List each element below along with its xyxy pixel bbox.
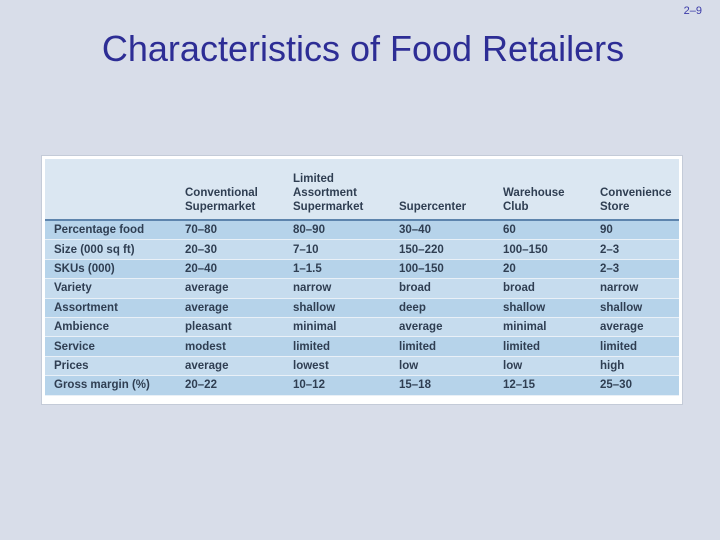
- table-cell: high: [600, 356, 679, 377]
- table-row: Ambience pleasant minimal average minimal ave…: [45, 317, 679, 338]
- table-body: Percentage food 70–80 80–90 30–40 60 90 Size (…: [45, 220, 679, 396]
- row-label-cell: Percentage food: [45, 220, 185, 241]
- table-cell: 100–150: [399, 259, 503, 280]
- table-cell: 100–150: [503, 239, 600, 260]
- page-title: Characteristics of Food Retailers: [101, 28, 625, 69]
- column-header: Warehouse Club: [503, 159, 600, 221]
- table-cell: low: [399, 356, 503, 377]
- table-cell: deep: [399, 298, 503, 318]
- slide-number: 2–9: [683, 5, 702, 17]
- table-cell: limited: [293, 336, 399, 357]
- row-label-cell: SKUs (000): [45, 259, 185, 280]
- table-cell: 15–18: [399, 375, 503, 396]
- row-label-cell: Size (000 sq ft): [45, 239, 185, 260]
- table-cell: lowest: [293, 356, 399, 377]
- table-cell: shallow: [503, 298, 600, 318]
- table-cell: shallow: [600, 298, 679, 318]
- column-header: Convenience Store: [600, 159, 679, 221]
- table-cell: 12–15: [503, 375, 600, 396]
- table-row: Assortment average shallow deep shallow shall…: [45, 298, 679, 318]
- table-cell: 10–12: [293, 375, 399, 396]
- row-label-cell: Service: [45, 336, 185, 357]
- table-cell: average: [185, 298, 293, 318]
- row-label-cell: Gross margin (%): [45, 375, 185, 396]
- table-cell: average: [399, 317, 503, 338]
- table-cell: 20–22: [185, 375, 293, 396]
- table-cell: shallow: [293, 298, 399, 318]
- retailer-comparison-table-panel: Conventional Supermarket Limited Assortmen…: [42, 156, 682, 404]
- table-cell: 80–90: [293, 220, 399, 241]
- table-row: Variety average narrow broad broad narrow: [45, 278, 679, 299]
- table-cell: limited: [399, 336, 503, 357]
- column-header: Limited Assortment Supermarket: [293, 159, 399, 221]
- table-cell: average: [185, 356, 293, 377]
- table-cell: limited: [600, 336, 679, 357]
- table-cell: 20–30: [185, 239, 293, 260]
- table-row: Size (000 sq ft) 20–30 7–10 150–220 100–150 2…: [45, 239, 679, 260]
- table-cell: modest: [185, 336, 293, 357]
- table-cell: minimal: [293, 317, 399, 338]
- table-cell: 30–40: [399, 220, 503, 241]
- table-row: SKUs (000) 20–40 1–1.5 100–150 20 2–3: [45, 259, 679, 280]
- row-label-cell: Prices: [45, 356, 185, 377]
- table-cell: 2–3: [600, 239, 679, 260]
- table-cell: narrow: [293, 278, 399, 299]
- table-cell: pleasant: [185, 317, 293, 338]
- table-cell: 1–1.5: [293, 259, 399, 280]
- table-row: Prices average lowest low low high: [45, 356, 679, 377]
- column-header: [45, 159, 185, 221]
- table-cell: average: [185, 278, 293, 299]
- row-label-cell: Ambience: [45, 317, 185, 338]
- table-header-row: Conventional Supermarket Limited Assortmen…: [45, 159, 679, 221]
- table-cell: 20–40: [185, 259, 293, 280]
- retailer-comparison-table: Conventional Supermarket Limited Assortmen…: [45, 159, 679, 396]
- table-cell: 70–80: [185, 220, 293, 241]
- table-row: Service modest limited limited limited limite…: [45, 336, 679, 357]
- table-cell: average: [600, 317, 679, 338]
- table-row: Gross margin (%) 20–22 10–12 15–18 12–15 25–3…: [45, 375, 679, 396]
- row-label-cell: Assortment: [45, 298, 185, 318]
- table-cell: broad: [503, 278, 600, 299]
- table-cell: low: [503, 356, 600, 377]
- table-cell: 20: [503, 259, 600, 280]
- table-row: Percentage food 70–80 80–90 30–40 60 90: [45, 220, 679, 241]
- row-label-cell: Variety: [45, 278, 185, 299]
- table-cell: narrow: [600, 278, 679, 299]
- column-header: Supercenter: [399, 159, 503, 221]
- table-cell: 150–220: [399, 239, 503, 260]
- table-cell: 7–10: [293, 239, 399, 260]
- table-cell: broad: [399, 278, 503, 299]
- table-cell: minimal: [503, 317, 600, 338]
- column-header: Conventional Supermarket: [185, 159, 293, 221]
- table-cell: 2–3: [600, 259, 679, 280]
- table-cell: limited: [503, 336, 600, 357]
- table-cell: 60: [503, 220, 600, 241]
- table-cell: 90: [600, 220, 679, 241]
- table-cell: 25–30: [600, 375, 679, 396]
